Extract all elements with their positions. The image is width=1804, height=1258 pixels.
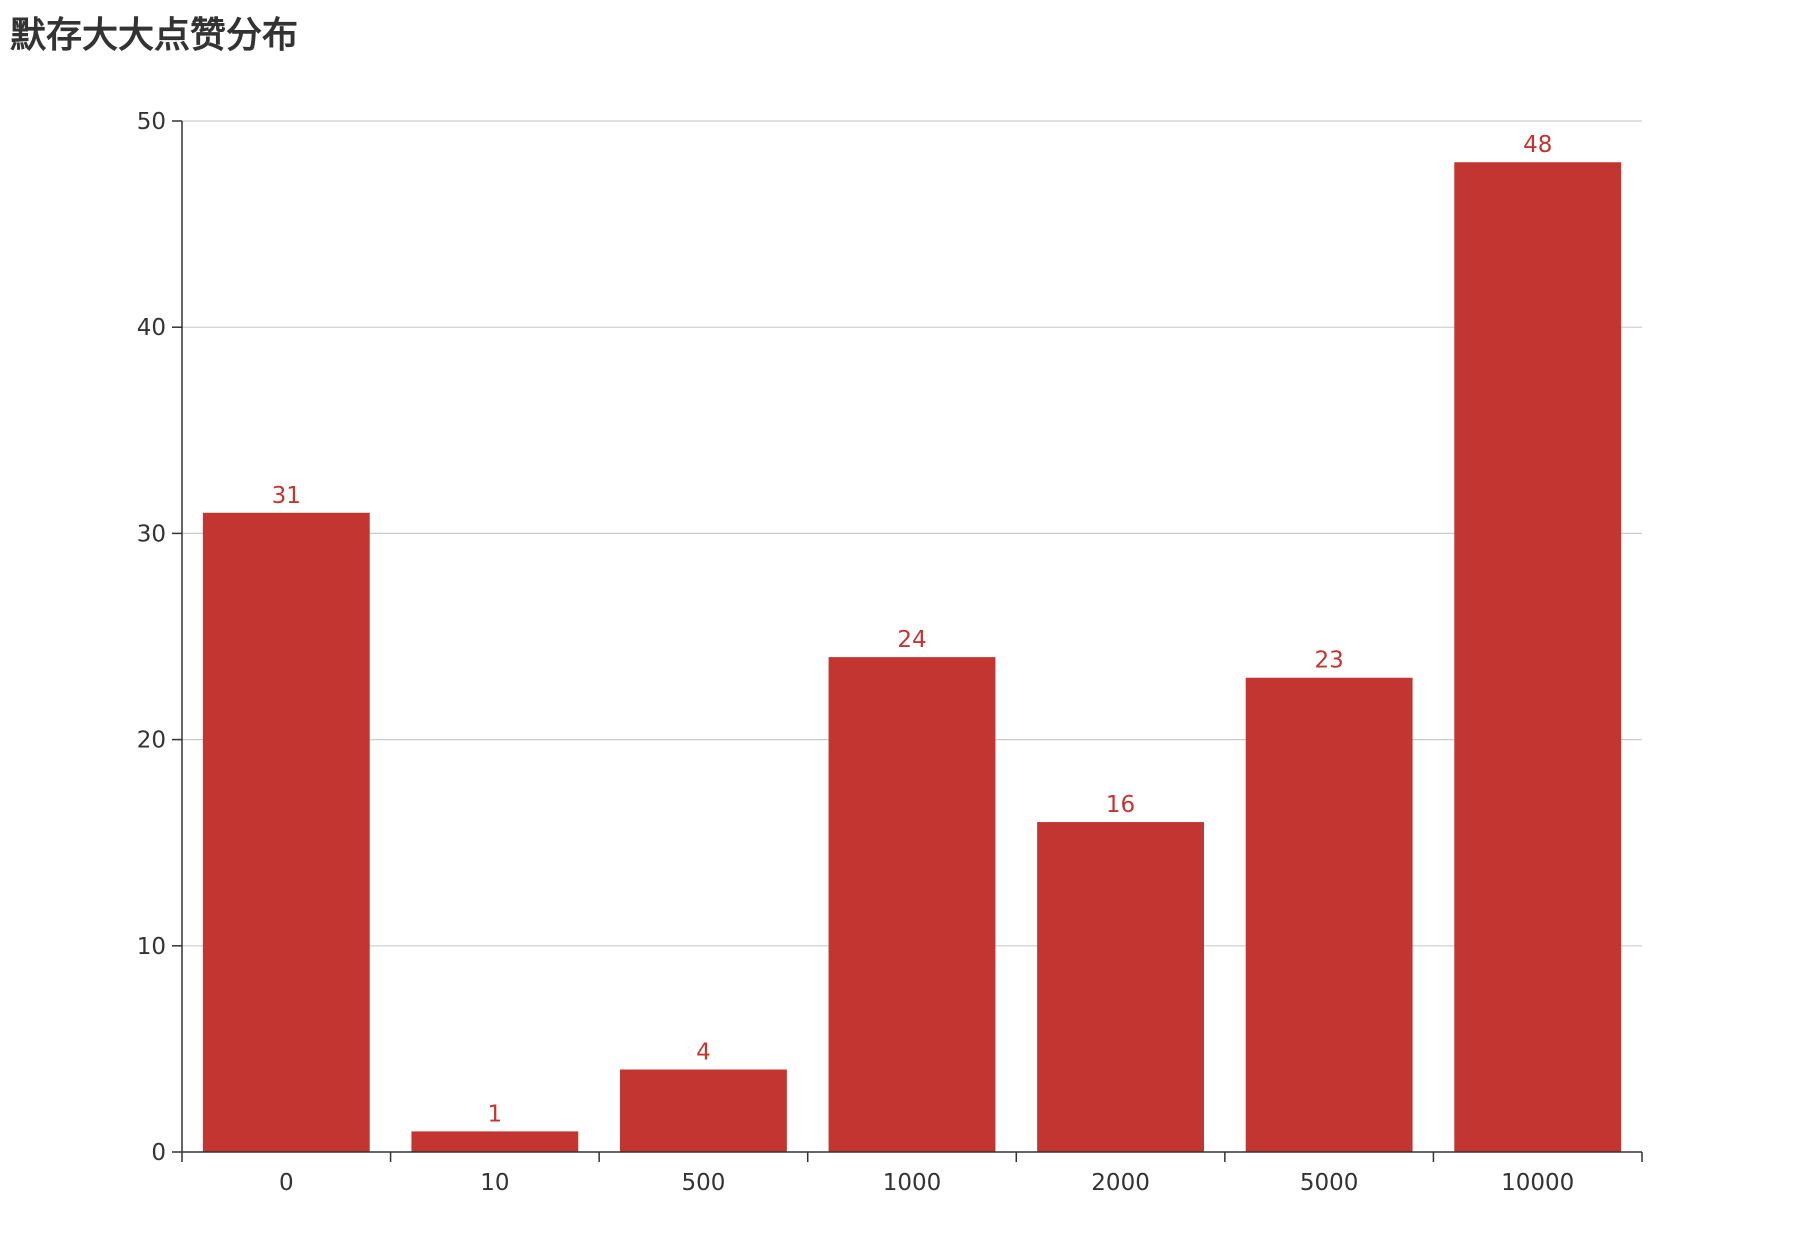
bar-value-label: 4 bbox=[696, 1040, 711, 1066]
x-tick-label: 2000 bbox=[1091, 1170, 1150, 1196]
bar-value-label: 16 bbox=[1106, 792, 1135, 818]
y-tick-label: 40 bbox=[137, 315, 166, 341]
bar bbox=[411, 1131, 579, 1152]
y-tick-label: 30 bbox=[137, 521, 166, 547]
y-tick-label: 10 bbox=[137, 934, 166, 960]
x-tick-label: 10 bbox=[480, 1170, 509, 1196]
bar-value-label: 48 bbox=[1523, 132, 1552, 158]
y-tick-label: 50 bbox=[137, 109, 166, 135]
bar bbox=[620, 1069, 787, 1152]
chart-title: 默存大大点赞分布 bbox=[10, 15, 299, 56]
labels: 31 1 4 24 16 23 48 bbox=[272, 132, 1553, 1127]
bar-value-label: 31 bbox=[272, 483, 301, 509]
x-tick-label: 5000 bbox=[1300, 1170, 1359, 1196]
bar-value-label: 23 bbox=[1315, 648, 1344, 674]
bar bbox=[828, 657, 996, 1152]
bar bbox=[1245, 677, 1413, 1152]
x-tick-label: 0 bbox=[279, 1170, 294, 1196]
bars bbox=[202, 162, 1622, 1153]
x-tick-label: 500 bbox=[681, 1170, 725, 1196]
y-tick-label: 0 bbox=[151, 1140, 166, 1166]
bar bbox=[202, 512, 370, 1152]
bar-value-label: 1 bbox=[488, 1101, 503, 1127]
bar bbox=[1454, 162, 1622, 1153]
y-tick-label: 20 bbox=[137, 728, 166, 754]
bar-value-label: 24 bbox=[897, 627, 926, 653]
x-tick-label: 1000 bbox=[883, 1170, 942, 1196]
bar bbox=[1037, 822, 1204, 1152]
x-tick-label: 10000 bbox=[1501, 1170, 1574, 1196]
